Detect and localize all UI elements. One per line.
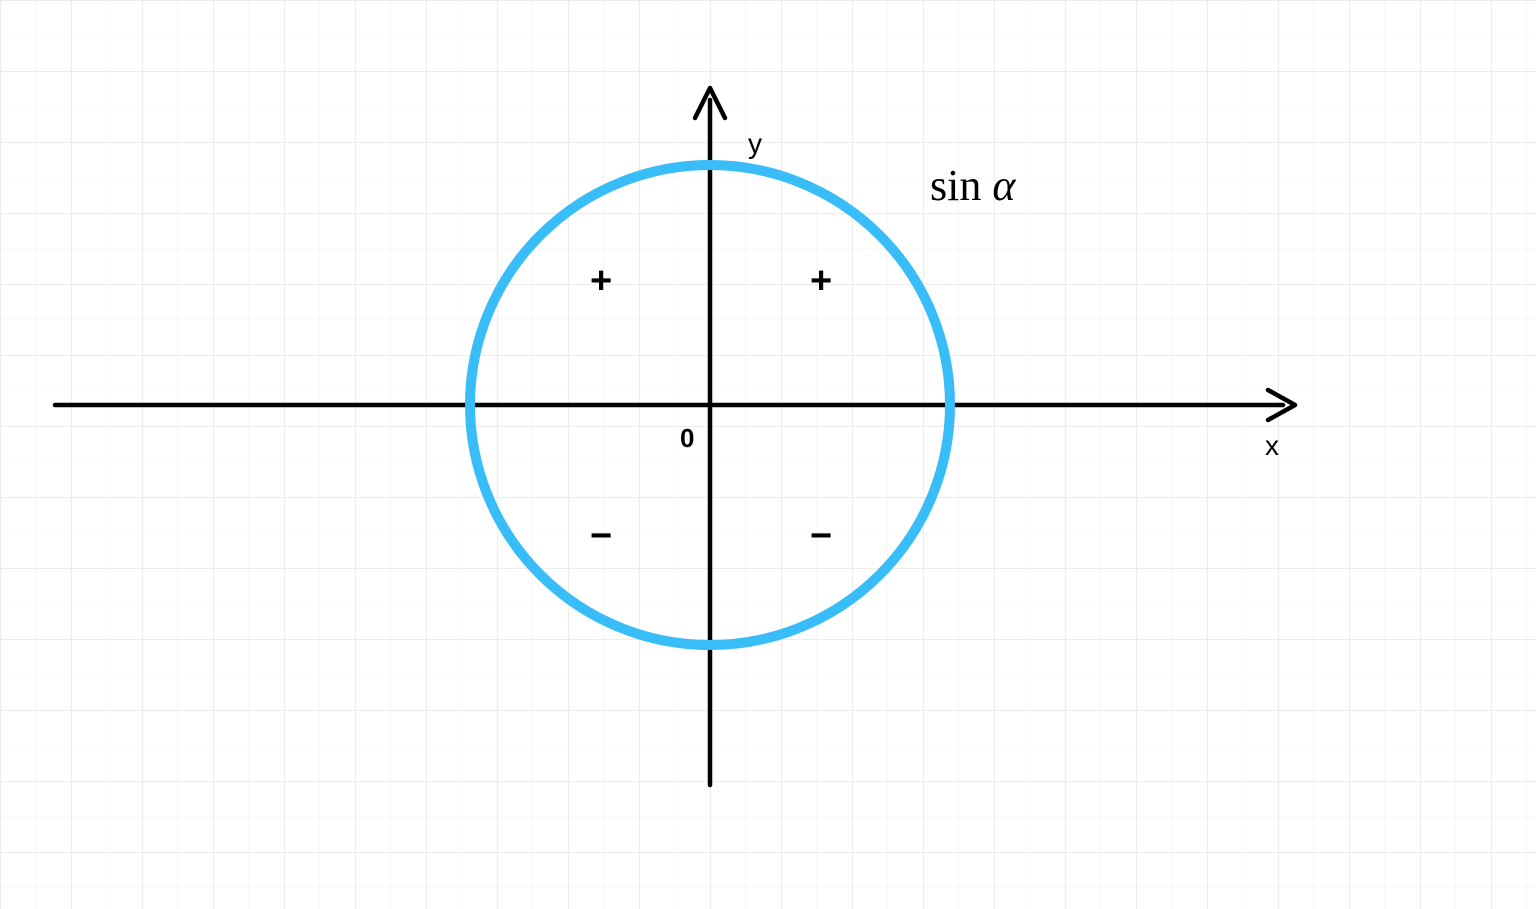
origin-label: 0 [680, 423, 694, 454]
diagram-title: sin α [930, 160, 1015, 211]
quadrant-1-sign: + [810, 260, 832, 303]
quadrant-4-sign: − [810, 515, 832, 558]
x-axis-label: x [1265, 430, 1279, 462]
title-alpha: α [992, 161, 1015, 210]
title-sin: sin [930, 161, 981, 210]
y-axis-label: y [748, 128, 762, 160]
axes-and-circle [0, 0, 1536, 909]
quadrant-2-sign: + [590, 260, 612, 303]
quadrant-3-sign: − [590, 515, 612, 558]
unit-circle-diagram: sin α y x 0 + + − − [0, 0, 1536, 909]
